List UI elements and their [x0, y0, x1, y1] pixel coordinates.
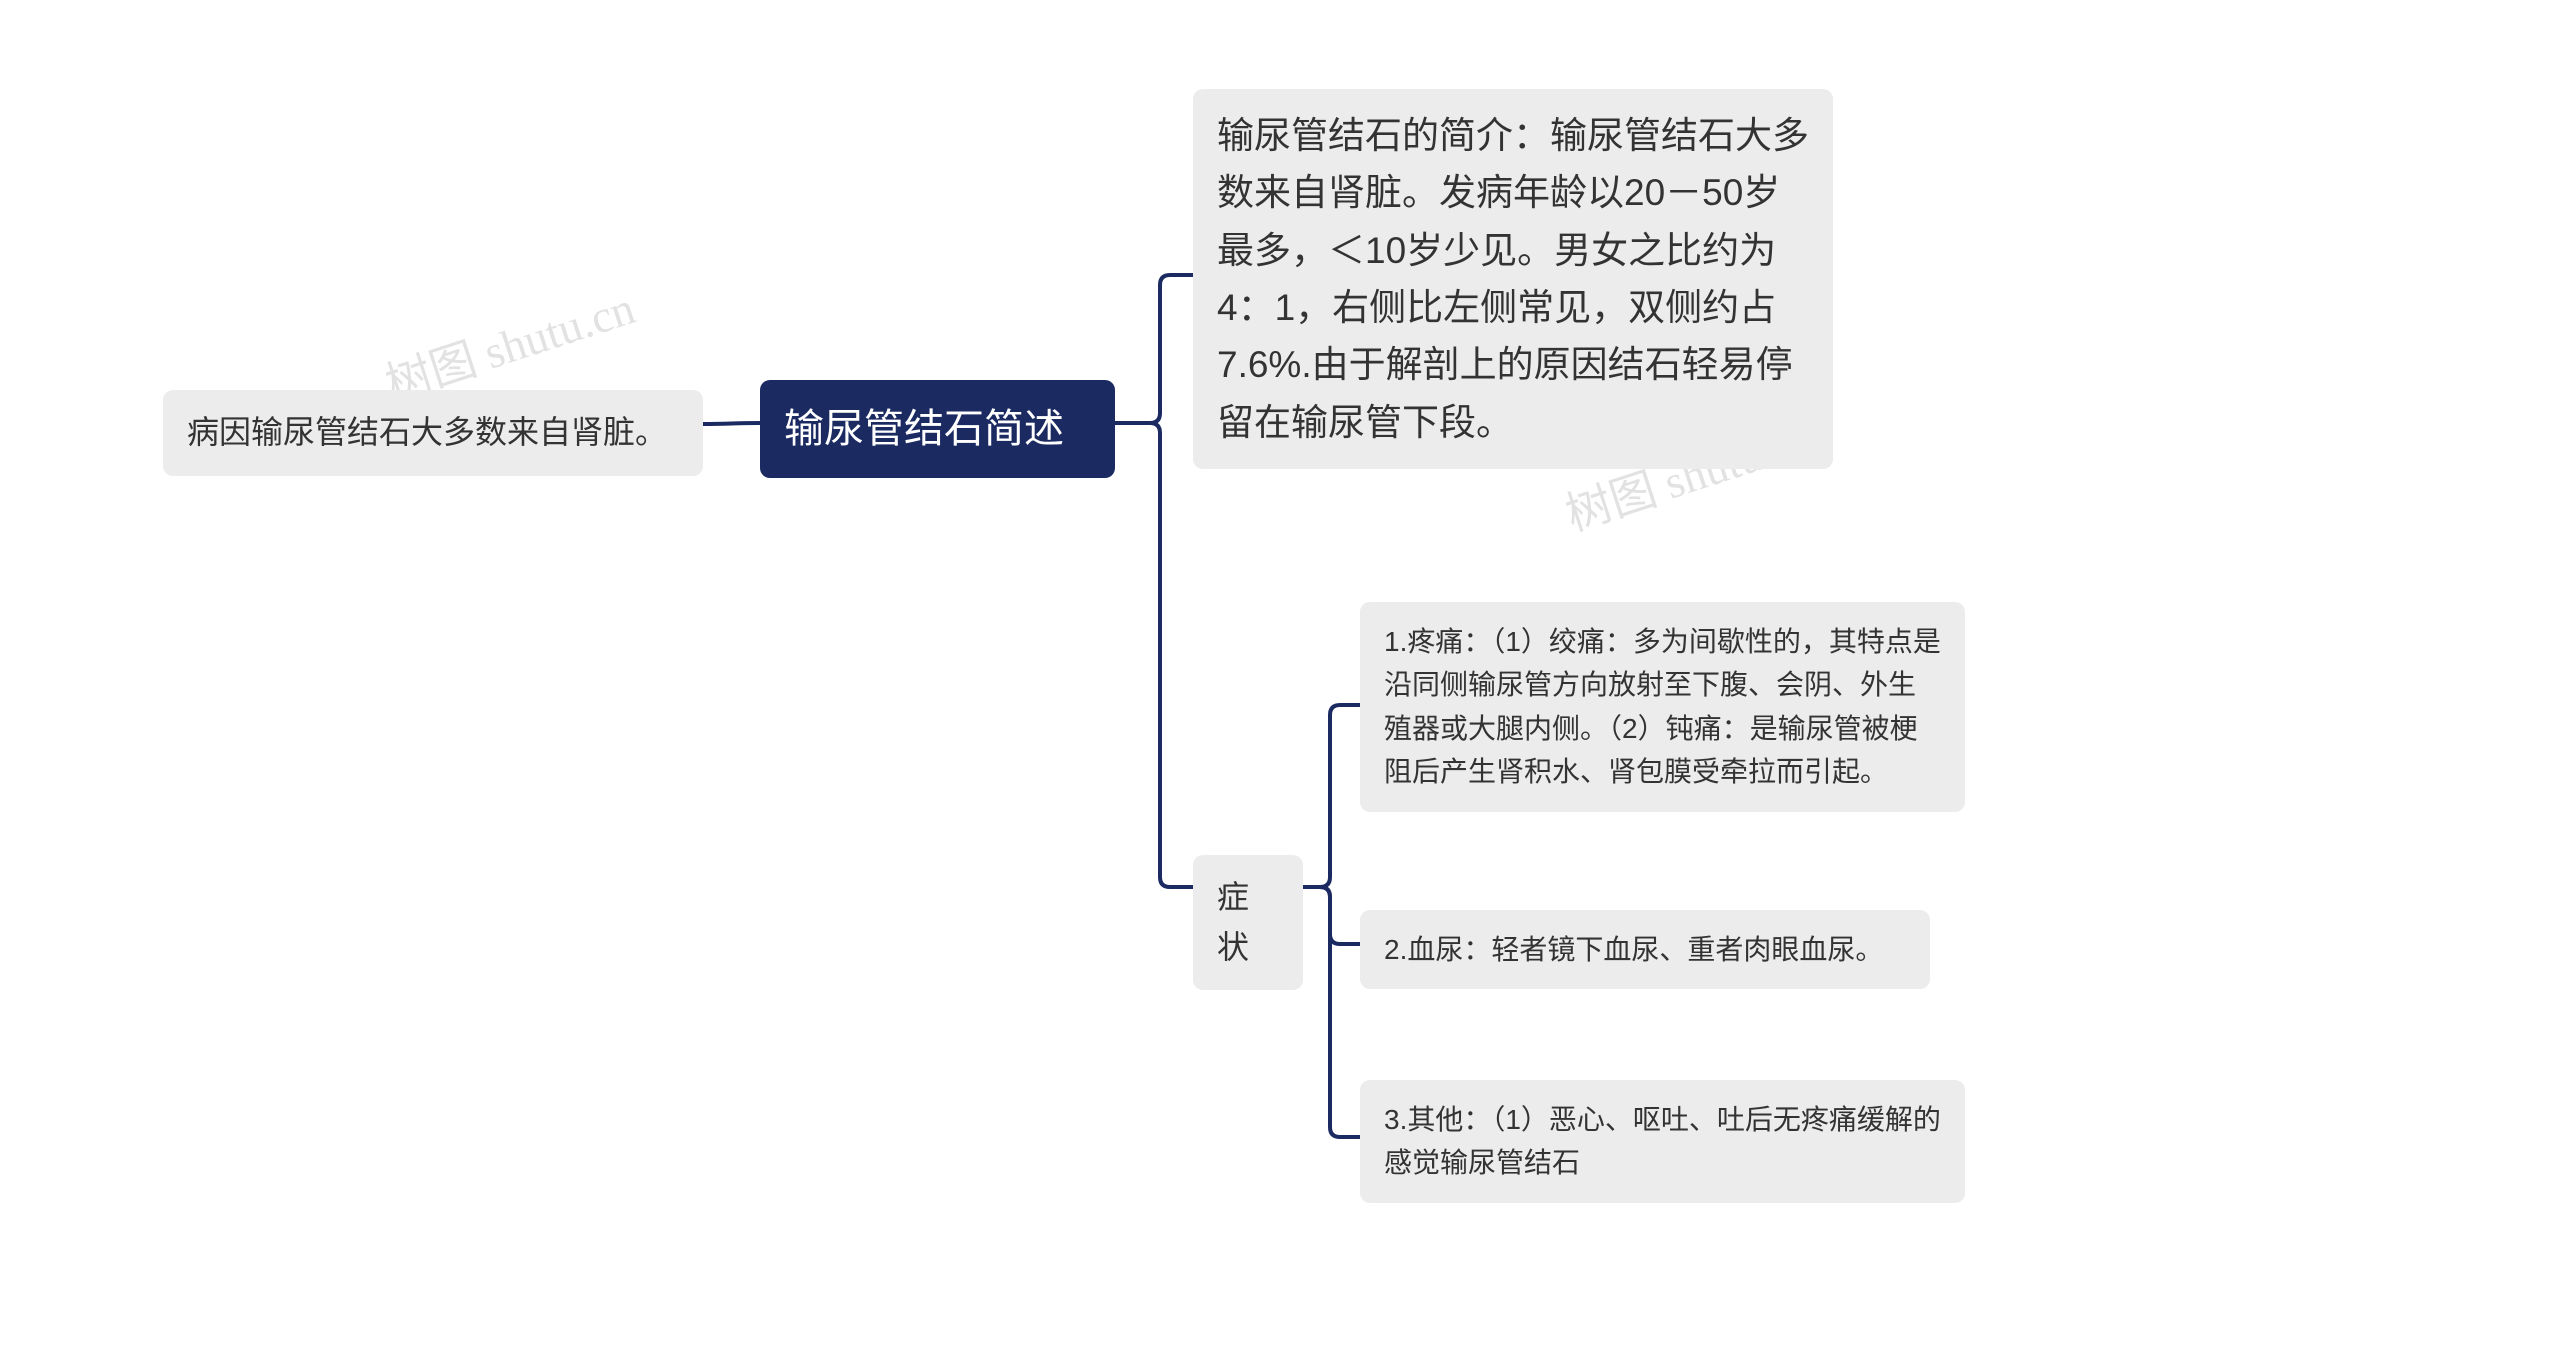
root-label: 输尿管结石简述 — [784, 407, 1064, 451]
intro-label: 输尿管结石的简介：输尿管结石大多数来自肾脏。发病年龄以20－50岁最多，＜10岁… — [1217, 115, 1809, 443]
symptom-2-node[interactable]: 2.血尿：轻者镜下血尿、重者肉眼血尿。 — [1360, 910, 1930, 989]
etiology-label: 病因输尿管结石大多数来自肾脏。 — [187, 414, 667, 450]
intro-node[interactable]: 输尿管结石的简介：输尿管结石大多数来自肾脏。发病年龄以20－50岁最多，＜10岁… — [1193, 89, 1833, 469]
etiology-node[interactable]: 病因输尿管结石大多数来自肾脏。 — [163, 390, 703, 476]
symptom-2-label: 2.血尿：轻者镜下血尿、重者肉眼血尿。 — [1384, 934, 1883, 965]
symptom-1-label: 1.疼痛：（1）绞痛：多为间歇性的，其特点是沿同侧输尿管方向放射至下腹、会阴、外… — [1384, 626, 1941, 787]
symptom-3-label: 3.其他：（1）恶心、呕吐、吐后无疼痛缓解的感觉输尿管结石 — [1384, 1104, 1941, 1178]
symptom-1-node[interactable]: 1.疼痛：（1）绞痛：多为间歇性的，其特点是沿同侧输尿管方向放射至下腹、会阴、外… — [1360, 602, 1965, 812]
root-node[interactable]: 输尿管结石简述 — [760, 380, 1115, 478]
mindmap-canvas: 树图 shutu.cn 树图 shutu.cn 输尿管结石简述 病因输尿管结石大… — [0, 0, 2560, 1347]
symptom-3-node[interactable]: 3.其他：（1）恶心、呕吐、吐后无疼痛缓解的感觉输尿管结石 — [1360, 1080, 1965, 1203]
symptoms-node[interactable]: 症状 — [1193, 855, 1303, 990]
symptoms-label: 症状 — [1217, 879, 1249, 965]
